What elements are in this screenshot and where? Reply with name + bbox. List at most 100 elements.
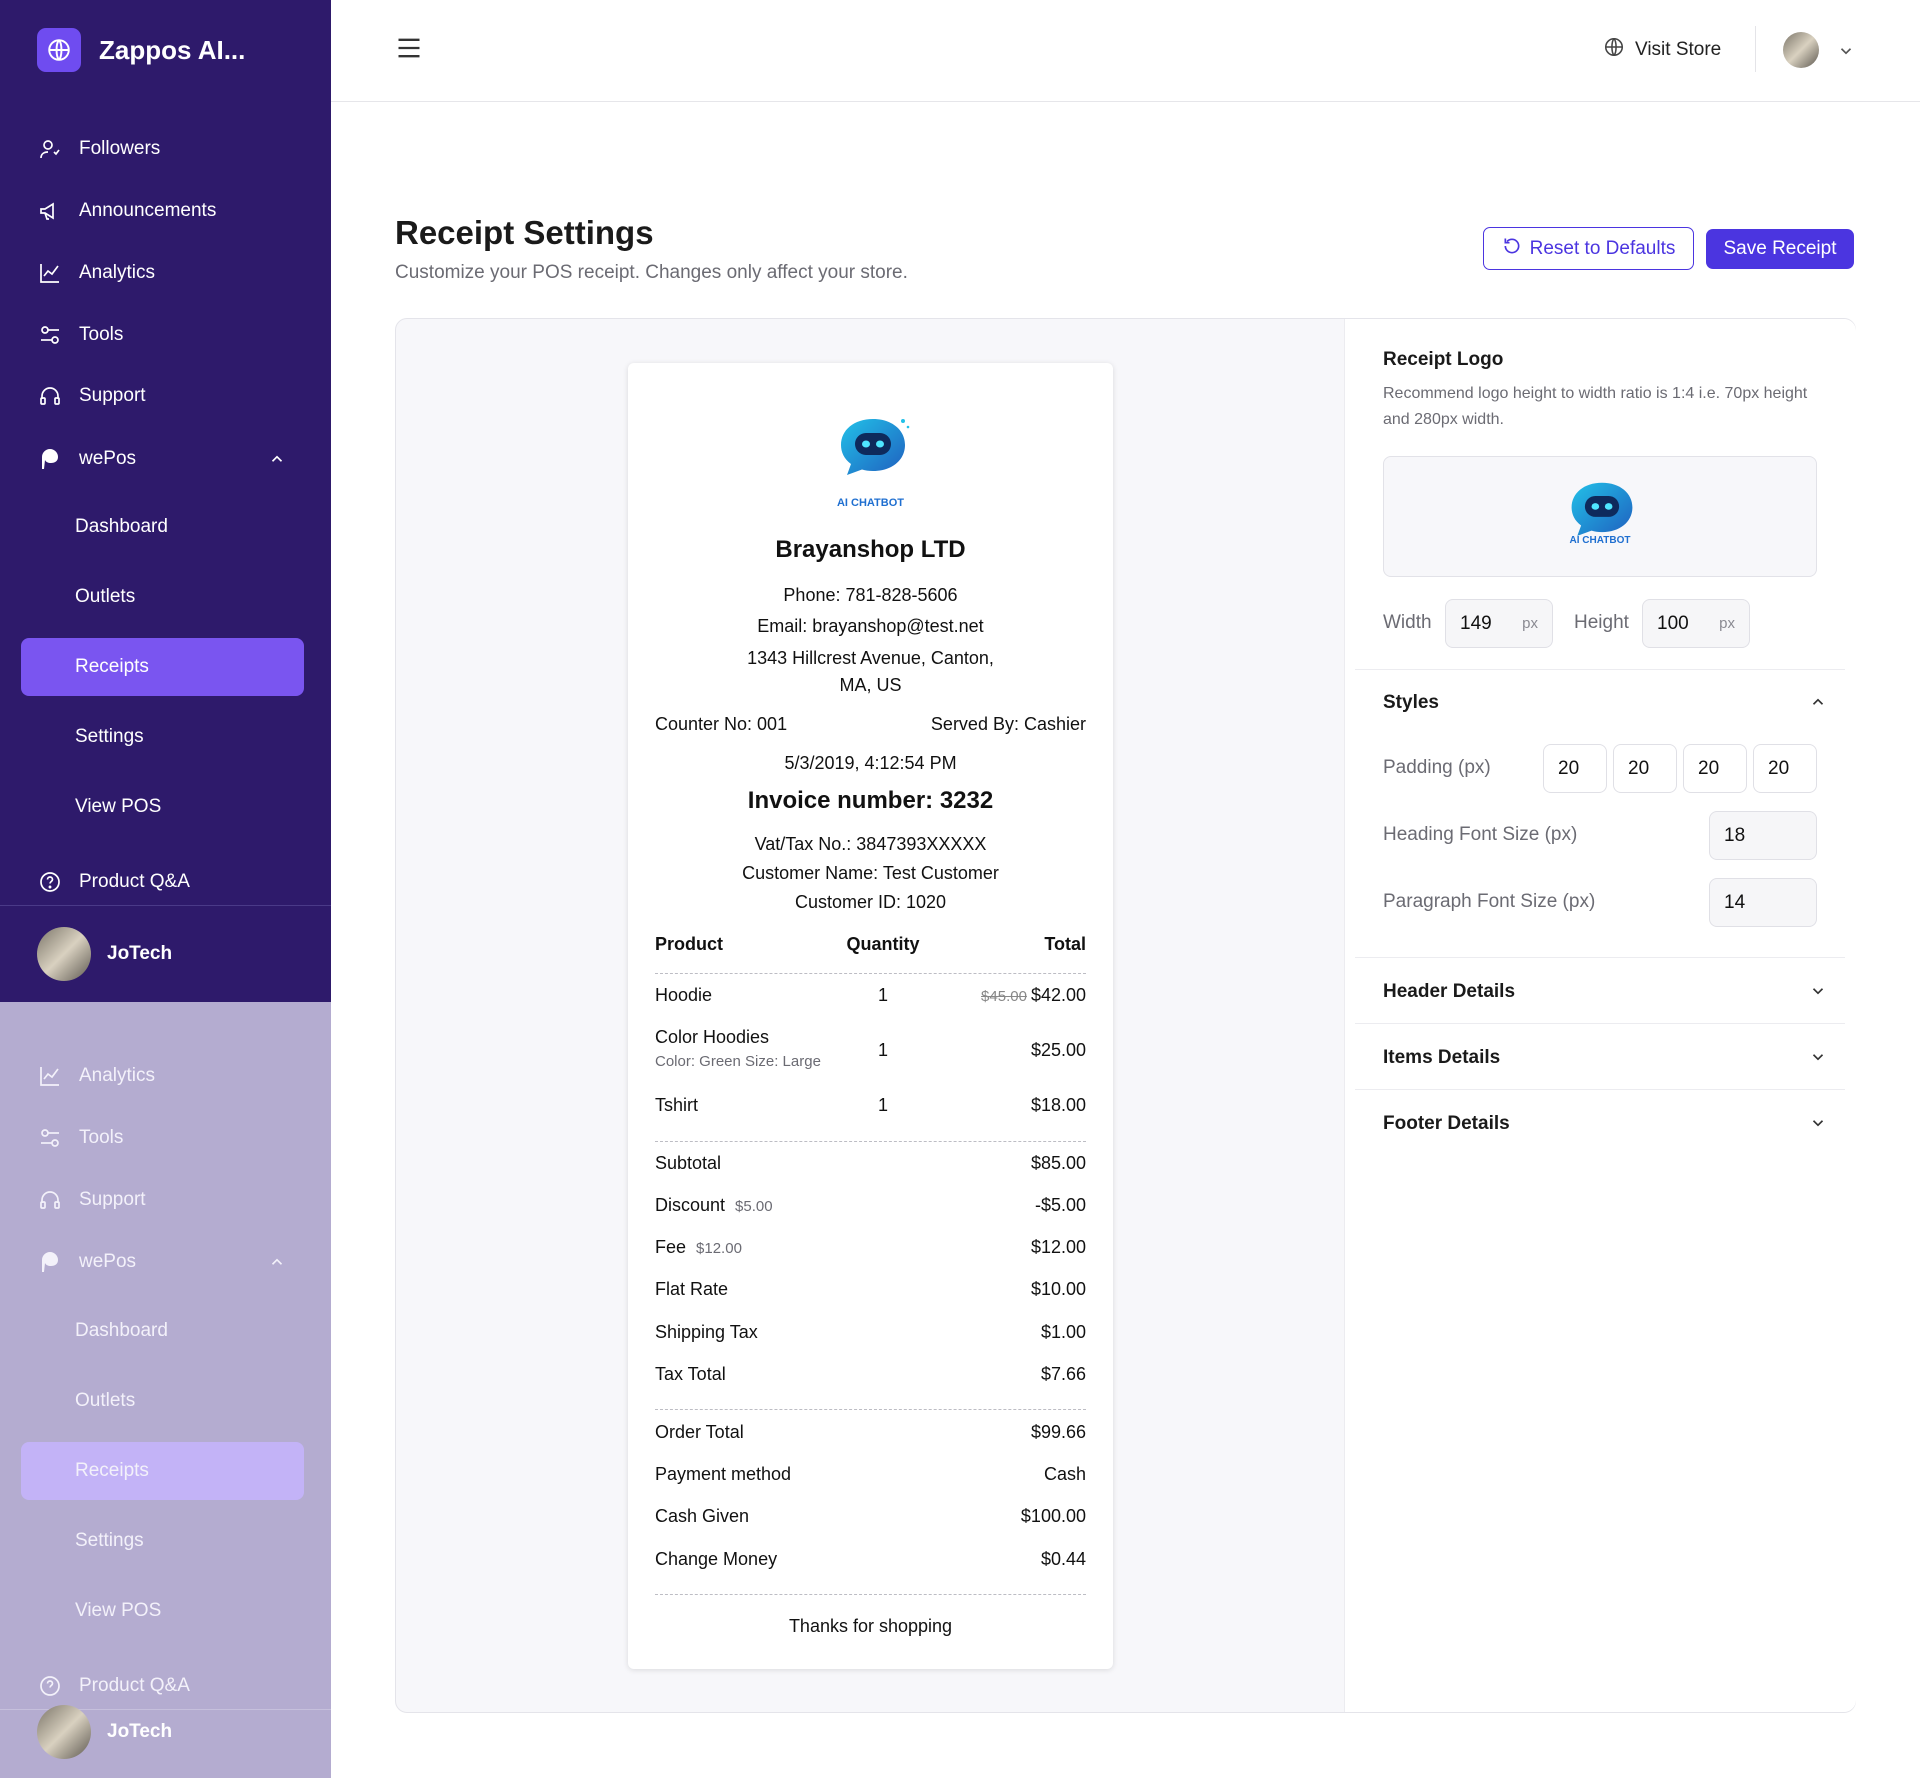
receipt-footer: Thanks for shopping — [788, 1616, 953, 1636]
divider — [655, 1409, 1086, 1410]
shop-email: Email: brayanshop@test.net — [757, 616, 984, 636]
topbar-divider — [1755, 26, 1756, 72]
logo-upload-area[interactable]: AI CHATBOT — [1383, 456, 1817, 577]
padding-right-input[interactable]: 20 — [1613, 744, 1677, 793]
sidebar-item-label: Settings — [75, 1530, 144, 1551]
sidebar-item-support[interactable]: Support — [21, 367, 304, 425]
item-name: Hoodie — [655, 985, 713, 1005]
divider — [1355, 669, 1845, 670]
heading-font-size-label: Heading Font Size (px) — [1383, 824, 1578, 845]
item-qty-value: 1 — [878, 985, 889, 1005]
padding-left-input[interactable]: 20 — [1753, 744, 1817, 793]
sidebar-overlay: Analytics Tools Support wePos Dashboard … — [0, 1002, 331, 1778]
sidebar-item-label: Support — [79, 1189, 146, 1210]
sidebar-item-view-pos[interactable]: View POS — [21, 1582, 304, 1640]
sliders-icon — [37, 322, 63, 348]
topbar: Visit Store — [331, 0, 1920, 102]
logo-width-input[interactable]: 149 px — [1445, 599, 1553, 648]
sidebar-item-label: Support — [79, 385, 146, 406]
save-receipt-button[interactable]: Save Receipt — [1706, 229, 1854, 269]
sidebar-item-dashboard[interactable]: Dashboard — [21, 1302, 304, 1360]
sidebar-item-receipts[interactable]: Receipts — [21, 638, 304, 696]
user-profile[interactable]: JoTech — [37, 927, 172, 981]
sidebar-item-analytics[interactable]: Analytics — [21, 244, 304, 302]
logo-caption: AI CHATBOT — [836, 497, 904, 509]
item-name: Tshirt — [655, 1095, 699, 1115]
payment-method-label: Payment method — [655, 1464, 792, 1484]
chevron-up-icon — [271, 1258, 283, 1265]
heading-font-size-input[interactable]: 18 — [1709, 811, 1817, 860]
followers-icon — [37, 136, 63, 162]
shop-name: Brayanshop LTD — [775, 536, 966, 563]
flat-rate-value: $10.00 — [1030, 1279, 1086, 1299]
sidebar-item-label: Announcements — [79, 200, 217, 221]
sidebar-item-analytics[interactable]: Analytics — [21, 1047, 304, 1105]
paragraph-font-size-input[interactable]: 14 — [1709, 878, 1817, 927]
item-variation: Color: Green Size: Large — [655, 1053, 821, 1070]
sidebar-item-receipts[interactable]: Receipts — [21, 1442, 304, 1500]
logo-height-input[interactable]: 100 px — [1642, 599, 1750, 648]
tax-total-value: $7.66 — [1040, 1364, 1086, 1384]
chatbot-logo-icon — [841, 419, 910, 475]
padding-bottom-input[interactable]: 20 — [1683, 744, 1747, 793]
chevron-down-icon[interactable] — [1837, 42, 1855, 60]
sidebar-item-dashboard[interactable]: Dashboard — [21, 498, 304, 556]
flat-rate-label: Flat Rate — [655, 1279, 729, 1299]
padding-top-input[interactable]: 20 — [1543, 744, 1607, 793]
sidebar-item-outlets[interactable]: Outlets — [21, 1372, 304, 1430]
chevron-down-icon — [1812, 988, 1824, 995]
chevron-down-icon — [1812, 1054, 1824, 1061]
payment-method-value: Cash — [1043, 1464, 1086, 1484]
sidebar-item-label: Analytics — [79, 262, 156, 283]
footer-details-title: Footer Details — [1383, 1113, 1510, 1134]
avatar — [37, 927, 91, 981]
padding-value: 20 — [1768, 757, 1790, 779]
sidebar-item-wepos[interactable]: wePos — [21, 430, 304, 488]
column-total: Total — [1044, 934, 1086, 954]
reset-to-defaults-button[interactable]: Reset to Defaults — [1483, 227, 1694, 270]
question-icon — [37, 1673, 63, 1699]
sidebar-item-product-qa[interactable]: Product Q&A — [21, 853, 304, 911]
sidebar-item-tools[interactable]: Tools — [21, 306, 304, 364]
visit-store-label: Visit Store — [1635, 39, 1722, 60]
receipt-logo-note: Recommend logo height to width ratio is … — [1383, 385, 1808, 428]
paragraph-font-size-value: 14 — [1724, 891, 1746, 913]
visit-store-link[interactable]: Visit Store — [1603, 36, 1721, 64]
height-label: Height — [1574, 612, 1629, 633]
user-name: JoTech — [107, 1721, 173, 1742]
discount-label-text: Discount — [655, 1195, 726, 1215]
hamburger-menu-icon[interactable] — [395, 34, 423, 62]
item-total-value: $42.00 — [1030, 985, 1086, 1005]
item-total: $18.00 — [1030, 1095, 1086, 1115]
sidebar-item-followers[interactable]: Followers — [21, 120, 304, 178]
wepos-icon — [37, 1249, 63, 1275]
chevron-down-icon — [1812, 1120, 1824, 1127]
item-total: $45.00 $42.00 — [981, 985, 1086, 1006]
sliders-icon — [37, 1125, 63, 1151]
fee-label: Fee $12.00 — [655, 1237, 742, 1258]
globe-icon — [1603, 36, 1625, 64]
heading-font-size-value: 18 — [1724, 824, 1746, 846]
sidebar-item-product-qa[interactable]: Product Q&A — [21, 1657, 304, 1715]
sidebar-item-announcements[interactable]: Announcements — [21, 182, 304, 240]
sidebar: Zappos AI... Followers Announcements Ana… — [0, 0, 331, 1778]
sidebar-item-outlets[interactable]: Outlets — [21, 568, 304, 626]
brand[interactable]: Zappos AI... — [37, 28, 245, 72]
order-total-label: Order Total — [655, 1422, 744, 1442]
sidebar-item-wepos[interactable]: wePos — [21, 1233, 304, 1291]
avatar[interactable] — [1783, 32, 1819, 68]
item-name: Color Hoodies — [655, 1027, 770, 1047]
sidebar-item-settings[interactable]: Settings — [21, 1512, 304, 1570]
logo-caption: AI CHATBOT — [1569, 535, 1631, 546]
tax-total-label: Tax Total — [655, 1364, 726, 1384]
user-profile[interactable]: JoTech — [37, 1705, 172, 1759]
sidebar-item-view-pos[interactable]: View POS — [21, 778, 304, 836]
item-total: $25.00 — [1030, 1040, 1086, 1060]
sidebar-item-settings[interactable]: Settings — [21, 708, 304, 766]
receipt-datetime: 5/3/2019, 4:12:54 PM — [784, 753, 957, 773]
receipt-preview: AI CHATBOT Brayanshop LTD Phone: 781-828… — [628, 363, 1113, 1669]
sidebar-item-tools[interactable]: Tools — [21, 1109, 304, 1167]
padding-label: Padding (px) — [1383, 757, 1491, 778]
reset-icon — [1502, 236, 1522, 262]
sidebar-item-support[interactable]: Support — [21, 1171, 304, 1229]
